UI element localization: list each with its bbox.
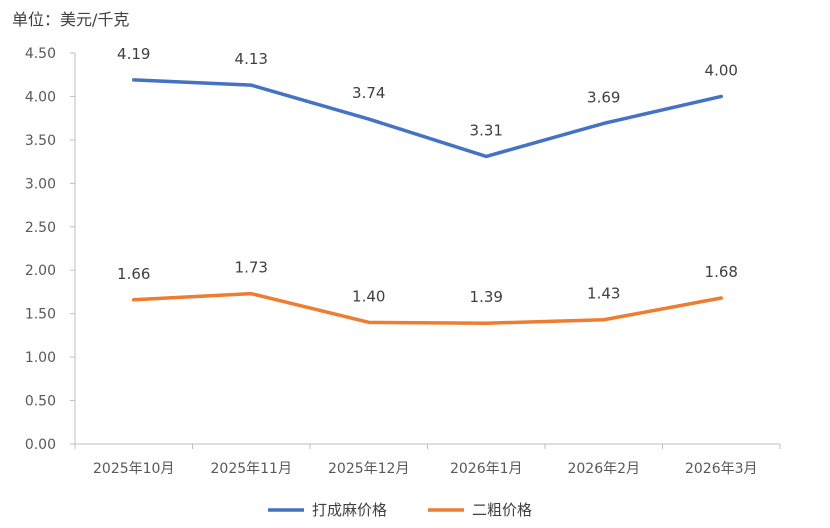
- data-label: 4.19: [117, 45, 150, 63]
- data-label: 1.40: [352, 287, 385, 305]
- data-label: 4.13: [235, 50, 268, 68]
- y-tick-label: 2.00: [25, 263, 56, 279]
- y-tick-label: 3.00: [25, 176, 56, 192]
- legend-label-2: 二粗价格: [472, 501, 532, 519]
- y-tick-label: 2.50: [25, 220, 56, 236]
- y-tick-label: 4.00: [25, 89, 56, 105]
- series-line-1: [132, 78, 723, 159]
- axes: [70, 52, 781, 449]
- y-tick-label: 0.50: [25, 394, 56, 410]
- y-tick-label: 1.00: [25, 350, 56, 366]
- data-label: 4.00: [705, 61, 738, 79]
- data-label: 1.68: [705, 263, 738, 281]
- series-group: 4.19 4.13 3.74 3.31 3.69 4.00 1.66 1.73 1.40 1.39…: [117, 45, 738, 325]
- data-label: 1.73: [235, 259, 268, 277]
- data-label: 3.31: [470, 121, 503, 139]
- y-axis-unit-label: 单位：美元/千克: [12, 10, 129, 29]
- x-tick-label: 2026年1月: [450, 461, 523, 477]
- x-tick-label: 2026年2月: [567, 461, 640, 477]
- y-tick-label: 3.50: [25, 133, 56, 149]
- data-label: 3.69: [587, 88, 620, 106]
- y-tick-labels: 0.00 0.50 1.00 1.50 2.00 2.50 3.00 3.50 4.00 4.50: [25, 46, 56, 453]
- x-tick-label: 2025年12月: [328, 461, 409, 477]
- x-tick-label: 2026年3月: [685, 461, 758, 477]
- data-label: 1.39: [470, 288, 503, 306]
- x-tick-label: 2025年11月: [211, 461, 292, 477]
- y-tick-label: 1.50: [25, 307, 56, 323]
- data-label: 1.66: [117, 265, 150, 283]
- legend-label-1: 打成麻价格: [312, 501, 387, 519]
- series-line-2: [132, 291, 723, 325]
- data-label: 3.74: [352, 84, 385, 102]
- legend: 打成麻价格 二粗价格: [268, 501, 532, 519]
- x-tick-label: 2025年10月: [93, 461, 174, 477]
- data-label: 1.43: [587, 285, 620, 303]
- x-tick-labels: 2025年10月 2025年11月 2025年12月 2026年1月 2026年2月 20…: [93, 461, 758, 477]
- y-tick-label: 0.00: [25, 437, 56, 453]
- y-tick-label: 4.50: [25, 46, 56, 62]
